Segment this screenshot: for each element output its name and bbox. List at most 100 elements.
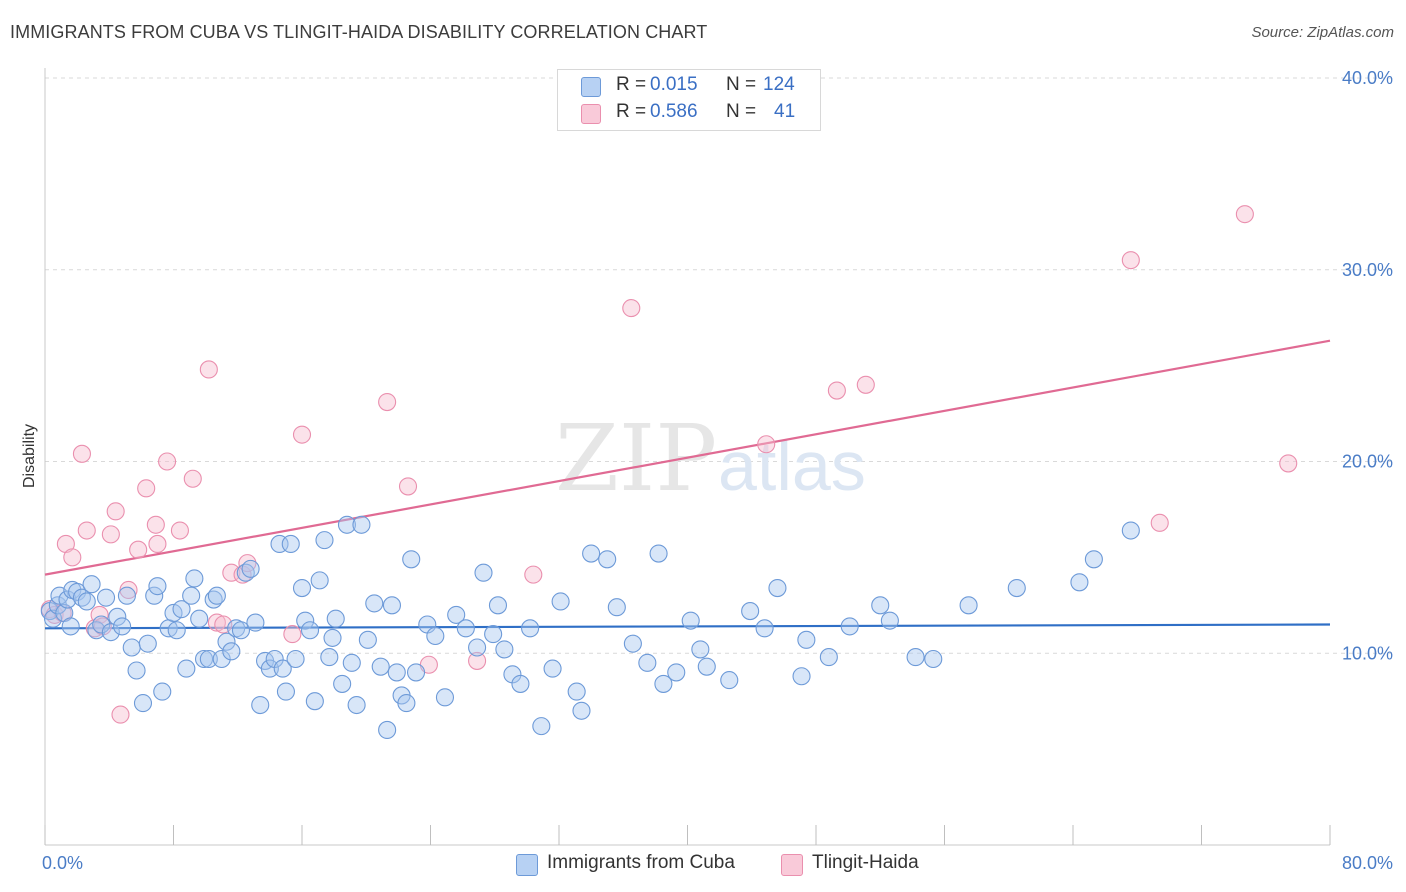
cuba-point	[871, 596, 890, 615]
watermark-zip: ZIP	[555, 405, 717, 512]
tlingit-haida-point	[170, 521, 189, 540]
source-label: Source: ZipAtlas.com	[1251, 24, 1394, 41]
cuba-point	[241, 559, 260, 578]
legend-n-label: N =	[726, 101, 757, 122]
tlingit-haida-point	[129, 540, 148, 559]
cuba-point	[474, 563, 493, 582]
chart-title: IMMIGRANTS FROM CUBA VS TLINGIT-HAIDA DI…	[10, 22, 708, 42]
cuba-point	[92, 615, 111, 634]
cuba-point	[397, 694, 416, 713]
tlingit-haida-point	[72, 444, 91, 463]
tlingit-haida-point	[63, 548, 82, 567]
cuba-point	[199, 649, 218, 669]
cuba-point	[217, 632, 236, 651]
cuba-point	[667, 663, 686, 682]
cuba-point	[371, 657, 390, 676]
legend-swatch-pink	[581, 104, 601, 124]
cuba-point	[172, 600, 191, 619]
cuba-point	[456, 619, 475, 638]
cuba-point	[231, 621, 251, 640]
cuba-point	[402, 550, 421, 569]
cuba-point	[68, 582, 87, 601]
legend-n-value: 41	[774, 101, 796, 122]
legend-r-value: 0.586	[650, 101, 698, 122]
cuba-trend-line	[44, 623, 1331, 630]
cuba-point	[426, 626, 445, 646]
cuba-point	[681, 611, 700, 630]
cuba-point	[177, 659, 196, 678]
cuba-point	[113, 617, 132, 636]
cuba-point	[1070, 573, 1089, 592]
y-tick-label: 30.0%	[1342, 260, 1393, 280]
cuba-point	[572, 701, 591, 720]
watermark-atlas: atlas	[718, 427, 866, 505]
tlingit-haida-trend-line	[44, 339, 1331, 576]
cuba-point	[315, 531, 334, 550]
cuba-point	[185, 569, 204, 588]
cuba-point	[58, 590, 77, 609]
cuba-point	[194, 649, 214, 669]
tlingit-haida-point	[1279, 454, 1298, 473]
cuba-point	[924, 649, 943, 669]
cuba-point	[880, 611, 899, 630]
tlingit-haida-point	[222, 563, 241, 582]
stats-legend: R = 0.015 N = 124 R = 0.586 N = 41	[557, 69, 821, 131]
cuba-point	[87, 621, 106, 640]
cuba-point	[127, 661, 146, 680]
cuba-point	[273, 659, 292, 678]
axes	[44, 68, 1331, 846]
cuba-point	[755, 619, 774, 638]
tlingit-haida-point	[146, 515, 165, 534]
cuba-point	[551, 592, 570, 611]
cuba-point	[347, 695, 366, 715]
cuba-point	[326, 609, 345, 628]
tlingit-haida-point	[827, 381, 846, 400]
cuba-point	[342, 653, 361, 672]
cuba-point	[320, 648, 339, 667]
cuba-point	[337, 515, 357, 534]
y-tick-label: 40.0%	[1342, 68, 1393, 88]
tlingit-haida-point	[856, 375, 875, 394]
legend-n-value: 124	[763, 74, 795, 95]
cuba-point	[623, 634, 642, 653]
cuba-point	[792, 667, 811, 686]
cuba-point	[101, 623, 120, 642]
cuba-point	[649, 544, 668, 563]
tlingit-haida-point	[137, 479, 156, 498]
cuba-point	[138, 634, 157, 653]
tlingit-haida-point	[468, 651, 487, 670]
cuba-point	[352, 515, 371, 534]
cuba-point	[768, 579, 787, 598]
cuba-point	[840, 617, 859, 636]
legend-swatch-blue	[516, 854, 538, 876]
cuba-point	[521, 619, 540, 638]
cuba-point	[797, 630, 816, 649]
legend-n-label: N =	[726, 74, 757, 95]
tlingit-haida-point	[111, 705, 130, 724]
cuba-point	[447, 605, 466, 624]
cuba-point	[1121, 521, 1140, 540]
cuba-point	[382, 596, 402, 615]
cuba-point	[543, 659, 562, 678]
cuba-point	[435, 688, 455, 707]
tlingit-haida-point	[1235, 205, 1254, 224]
cuba-point	[77, 592, 96, 611]
cuba-point	[117, 586, 136, 605]
cuba-point	[61, 617, 80, 636]
cuba-point	[108, 607, 127, 626]
cuba-point	[190, 609, 209, 628]
cuba-point	[819, 648, 838, 667]
tlingit-haida-point	[283, 625, 302, 644]
cuba-point	[567, 682, 586, 701]
legend-label-tlingit: Tlingit-Haida	[812, 852, 919, 873]
cuba-point	[638, 653, 657, 672]
cuba-point	[691, 640, 710, 659]
cuba-point	[488, 596, 508, 615]
cuba-point	[276, 682, 295, 701]
cuba-point	[251, 695, 270, 715]
cuba-point	[246, 613, 265, 632]
legend-swatch-blue	[581, 77, 601, 97]
y-tick-label: 10.0%	[1342, 643, 1393, 663]
cuba-point	[82, 575, 101, 594]
